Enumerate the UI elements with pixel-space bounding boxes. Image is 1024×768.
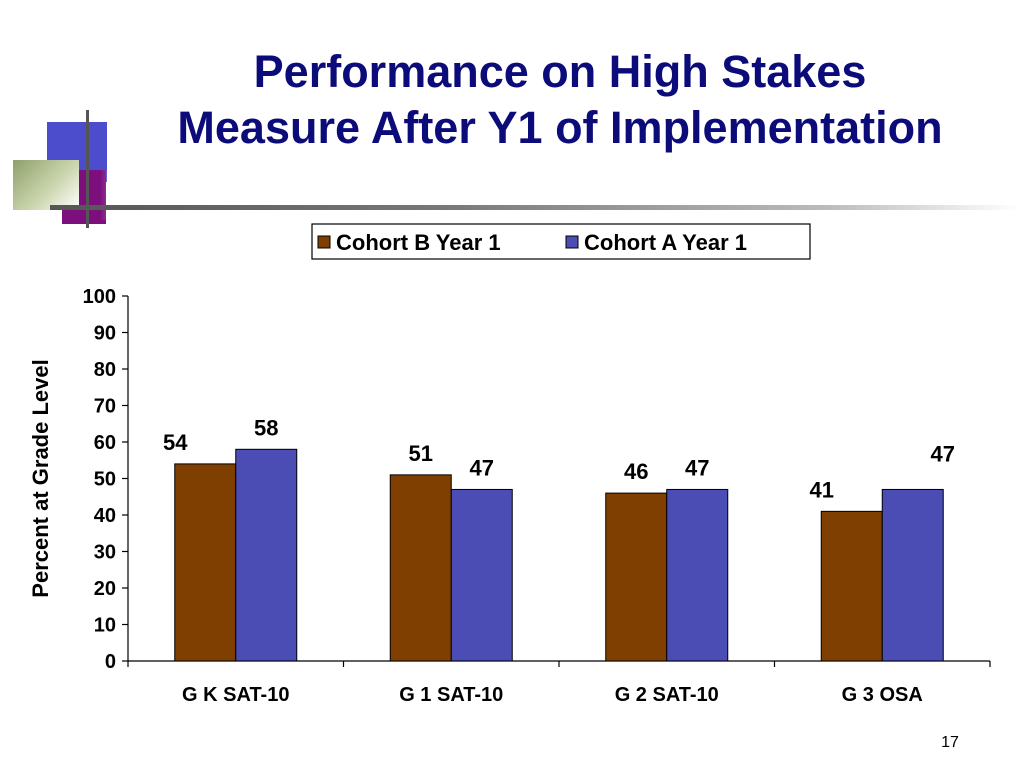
bar-cohort-b — [605, 492, 668, 662]
chart-labels: 54 51 46 41 58 47 47 47 — [163, 415, 955, 502]
slide-number: 17 — [941, 734, 959, 751]
title-line-2: Measure After Y1 of Implementation — [177, 102, 943, 153]
legend: Cohort B Year 1 Cohort A Year 1 — [311, 223, 811, 260]
decorative-horizontal-line — [50, 205, 1020, 210]
y-tick-label: 20 — [94, 578, 116, 600]
legend-label: Cohort B Year 1 — [336, 230, 501, 255]
data-label: 54 — [163, 430, 188, 455]
bar-cohort-a — [666, 488, 729, 662]
decorative-vertical-line — [86, 110, 89, 228]
y-axis-title: Percent at Grade Level — [28, 359, 53, 597]
decorative-square-green — [13, 160, 79, 210]
x-tick-label: G 2 SAT-10 — [615, 684, 719, 706]
data-label: 47 — [685, 455, 709, 480]
data-label: 46 — [624, 459, 648, 484]
page-title: Performance on High Stakes Measure After… — [100, 44, 1020, 156]
chart-bars — [174, 448, 944, 662]
y-tick-label: 60 — [94, 432, 116, 454]
bar-cohort-b — [820, 510, 883, 662]
x-tick-label: G K SAT-10 — [182, 684, 289, 706]
data-label: 58 — [254, 415, 278, 440]
legend-swatch-cohort-b — [317, 235, 331, 249]
y-tick-label: 80 — [94, 359, 116, 381]
y-tick-label: 70 — [94, 396, 116, 418]
legend-box — [311, 223, 811, 260]
y-tick-label: 0 — [105, 651, 116, 673]
bar-cohort-a — [450, 488, 513, 662]
legend-swatch-cohort-a — [565, 235, 579, 249]
bar-cohort-a — [881, 488, 944, 662]
y-tick-label: 30 — [94, 542, 116, 564]
title-line-1: Performance on High Stakes — [253, 46, 867, 97]
y-tick-label: 100 — [83, 286, 116, 308]
y-tick-label: 50 — [94, 469, 116, 491]
data-label: 47 — [470, 455, 494, 480]
bar-cohort-b — [389, 474, 452, 662]
data-label: 41 — [810, 477, 834, 502]
decorative-gradient-fade — [100, 170, 150, 220]
data-label: 47 — [931, 441, 955, 466]
legend-label: Cohort A Year 1 — [584, 230, 747, 255]
y-tick-label: 40 — [94, 505, 116, 527]
y-tick-label: 90 — [94, 323, 116, 345]
y-tick-label: 10 — [94, 615, 116, 637]
bar-cohort-a — [235, 448, 298, 662]
bar-cohort-b — [174, 463, 237, 662]
data-label: 51 — [409, 441, 433, 466]
x-tick-label: G 3 OSA — [842, 684, 923, 706]
chart-axes: 0 10 20 30 40 50 60 70 80 90 100 G K SAT-10 G 1 SAT-… — [28, 286, 991, 706]
x-tick-label: G 1 SAT-10 — [399, 684, 503, 706]
